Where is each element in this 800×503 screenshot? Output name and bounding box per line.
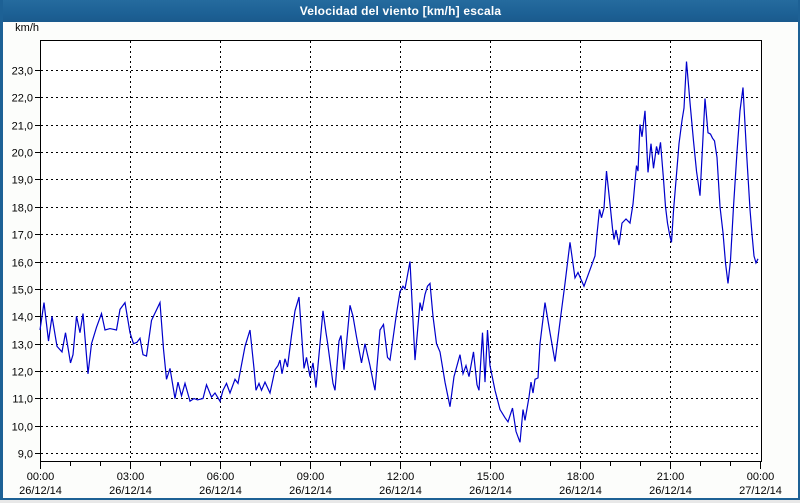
y-tick-label: 19,0 xyxy=(12,175,33,187)
y-tick-label: 18,0 xyxy=(12,203,33,215)
chart-title: Velocidad del viento [km/h] escala xyxy=(299,4,502,18)
x-tick-time-label: 03:00 xyxy=(117,471,145,483)
x-tick-date-label: 26/12/14 xyxy=(109,485,152,497)
y-tick-label: 10,0 xyxy=(12,422,33,434)
x-tick-date-label: 26/12/14 xyxy=(469,485,512,497)
y-axis-unit-label: km/h xyxy=(15,22,39,34)
x-tick-time-label: 12:00 xyxy=(387,471,415,483)
x-tick-time-label: 21:00 xyxy=(657,471,685,483)
x-tick-time-label: 00:00 xyxy=(747,471,775,483)
x-tick-date-label: 26/12/14 xyxy=(559,485,602,497)
x-tick-time-label: 15:00 xyxy=(477,471,505,483)
x-tick-date-label: 26/12/14 xyxy=(649,485,692,497)
y-tick-label: 16,0 xyxy=(12,258,33,270)
y-tick-label: 13,0 xyxy=(12,340,33,352)
x-tick-date-label: 26/12/14 xyxy=(199,485,242,497)
x-tick-time-label: 06:00 xyxy=(207,471,235,483)
y-tick-label: 14,0 xyxy=(12,312,33,324)
y-tick-label: 21,0 xyxy=(12,121,33,133)
y-tick-label: 23,0 xyxy=(12,66,33,78)
y-tick-label: 9,0 xyxy=(18,449,33,461)
wind-speed-line xyxy=(39,61,759,443)
x-tick-date-label: 26/12/14 xyxy=(379,485,422,497)
x-tick-date-label: 26/12/14 xyxy=(19,485,62,497)
chart-area: 23,0 22,0 21,0 20,0 19,0 18,0 17,0 16,0 15,0 14,0… xyxy=(3,22,798,498)
y-tick-label: 15,0 xyxy=(12,285,33,297)
y-tick-label: 12,0 xyxy=(12,367,33,379)
plot-border xyxy=(40,40,762,462)
x-tick-date-label: 26/12/14 xyxy=(289,485,332,497)
x-tick-time-label: 00:00 xyxy=(27,471,55,483)
x-tick-time-label: 18:00 xyxy=(567,471,595,483)
x-tick-time-label: 09:00 xyxy=(297,471,325,483)
x-tick-date-label: 27/12/14 xyxy=(739,485,782,497)
y-tick-label: 17,0 xyxy=(12,230,33,242)
y-tick-label: 11,0 xyxy=(12,394,33,406)
y-tick-label: 20,0 xyxy=(12,148,33,160)
y-tick-label: 22,0 xyxy=(12,93,33,105)
wind-speed-line-chart: 23,0 22,0 21,0 20,0 19,0 18,0 17,0 16,0 15,0 14,0… xyxy=(12,22,782,497)
chart-title-bar: Velocidad del viento [km/h] escala xyxy=(3,0,798,22)
